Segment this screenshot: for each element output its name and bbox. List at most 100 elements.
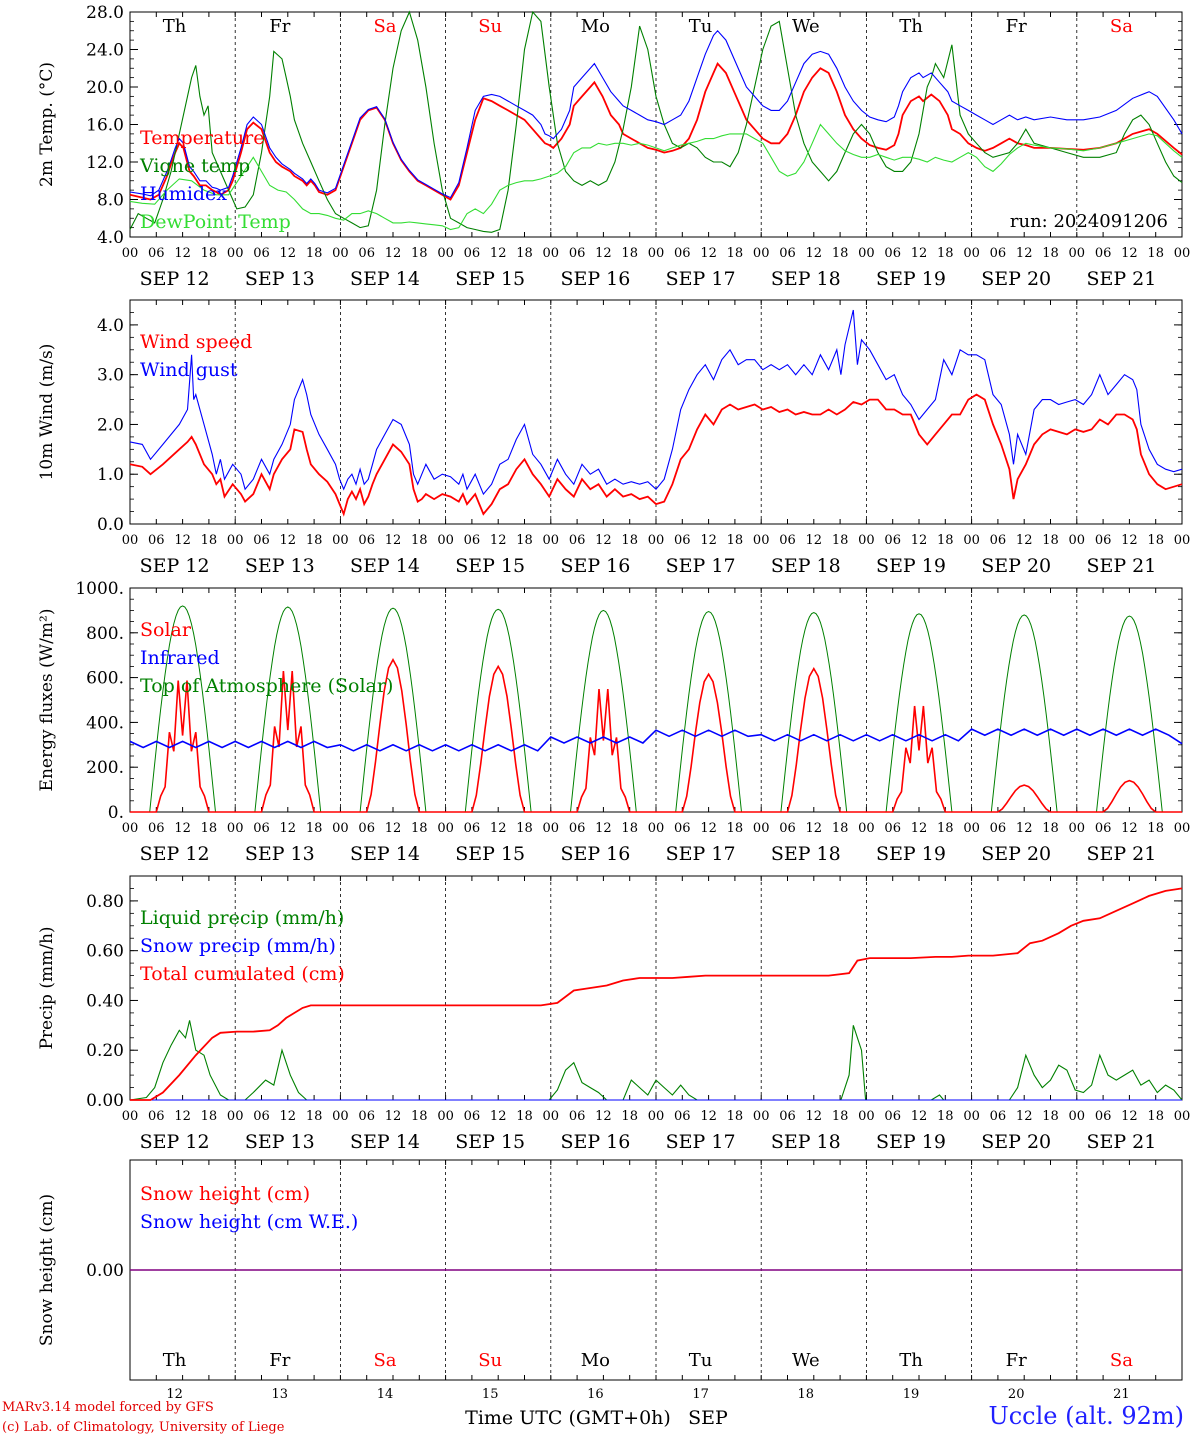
hour-tick-label: 12 — [1016, 1109, 1033, 1124]
hour-tick-label: 18 — [937, 246, 954, 261]
hour-tick-label: 18 — [201, 821, 218, 836]
date-label: SEP 20 — [981, 268, 1051, 290]
hour-tick-label: 18 — [621, 533, 638, 548]
hour-tick-label: 18 — [201, 1109, 218, 1124]
legend-entry: Solar — [140, 619, 192, 641]
hour-tick-label: 12 — [595, 1109, 612, 1124]
day-number-label: 18 — [798, 1387, 815, 1402]
series-temperature — [129, 61, 1183, 201]
date-label: SEP 19 — [876, 1131, 946, 1153]
hour-tick-label: 06 — [990, 821, 1007, 836]
y-tick-label: 20.0 — [86, 78, 124, 98]
hour-tick-label: 18 — [306, 1109, 323, 1124]
hour-tick-label: 00 — [1069, 821, 1086, 836]
hour-tick-label: 06 — [464, 533, 481, 548]
series-humidex — [129, 29, 1183, 199]
date-label: SEP 18 — [771, 555, 841, 577]
series-liquid-precip-mm-h- — [129, 1020, 1183, 1101]
date-label: SEP 18 — [771, 268, 841, 290]
date-label: SEP 12 — [140, 843, 210, 865]
panel-temperature: 4.0 8.0 12.0 16.0 20.0 24.0 28.0 2m Temp. (°C) 0… — [37, 3, 1190, 290]
hour-tick-label: 06 — [358, 246, 375, 261]
series-dewpoint-temp — [129, 123, 1183, 231]
legend-entry: Top of Atmosphere (Solar) — [140, 675, 393, 697]
date-label: SEP 21 — [1086, 1131, 1156, 1153]
y-tick-label: 600. — [86, 669, 124, 689]
series-vigne-temp — [129, 10, 1183, 233]
credit-model: MARv3.14 model forced by GFS — [2, 1400, 214, 1415]
hour-tick-label: 00 — [1174, 533, 1191, 548]
hour-tick-label: 12 — [1121, 246, 1138, 261]
hour-tick-label: 12 — [700, 246, 717, 261]
y-tick-label: 0.00 — [86, 1261, 124, 1281]
hour-tick-label: 06 — [569, 1109, 586, 1124]
y-tick-label: 2.0 — [97, 415, 124, 435]
hour-tick-label: 18 — [621, 1109, 638, 1124]
day-label: Tu — [689, 16, 713, 37]
hour-tick-label: 06 — [253, 533, 270, 548]
hour-tick-label: 12 — [174, 246, 191, 261]
legend-entry: Snow height (cm) — [140, 1183, 310, 1205]
hour-tick-label: 00 — [543, 821, 560, 836]
hour-tick-label: 00 — [227, 246, 244, 261]
hour-tick-label: 06 — [779, 533, 796, 548]
hour-tick-label: 00 — [1174, 821, 1191, 836]
y-tick-label: 0.80 — [86, 892, 124, 912]
hour-tick-label: 18 — [516, 533, 533, 548]
day-label: Sa — [1110, 16, 1133, 37]
panel-frame — [129, 11, 1183, 238]
legend-entry: Wind speed — [140, 331, 252, 353]
hour-tick-label: 12 — [385, 533, 402, 548]
date-label: SEP 15 — [455, 268, 525, 290]
day-number-label: 17 — [692, 1387, 709, 1402]
hour-tick-label: 18 — [1042, 1109, 1059, 1124]
hour-tick-label: 06 — [464, 246, 481, 261]
hour-tick-label: 06 — [1095, 821, 1112, 836]
credit-lab: (c) Lab. of Climatology, University of L… — [2, 1420, 285, 1435]
day-label: Sa — [373, 16, 396, 37]
hour-tick-label: 00 — [858, 1109, 875, 1124]
hour-tick-label: 06 — [1095, 1109, 1112, 1124]
hour-tick-label: 00 — [122, 533, 139, 548]
date-label: SEP 13 — [245, 1131, 315, 1153]
hour-tick-label: 00 — [227, 1109, 244, 1124]
hour-tick-label: 12 — [700, 533, 717, 548]
hour-tick-label: 00 — [437, 533, 454, 548]
day-label: Mo — [581, 1350, 610, 1371]
panel-snow: 0.00 Snow height (cm) Th Fr Sa Su Mo Tu We Th Fr Sa… — [37, 1159, 1183, 1381]
date-label: SEP 16 — [560, 555, 630, 577]
date-label: SEP 14 — [350, 555, 420, 577]
hour-tick-label: 18 — [306, 533, 323, 548]
hour-tick-label: 18 — [1147, 246, 1164, 261]
hour-tick-label: 00 — [122, 821, 139, 836]
hour-tick-label: 18 — [306, 246, 323, 261]
hour-tick-label: 00 — [227, 533, 244, 548]
date-label: SEP 19 — [876, 843, 946, 865]
hour-tick-label: 00 — [122, 1109, 139, 1124]
hour-tick-label: 12 — [1016, 246, 1033, 261]
date-label: SEP 12 — [140, 268, 210, 290]
hour-tick-label: 18 — [516, 246, 533, 261]
day-label: Fr — [1006, 16, 1027, 37]
hour-tick-label: 12 — [595, 821, 612, 836]
hour-tick-label: 00 — [227, 821, 244, 836]
hour-tick-label: 18 — [1147, 821, 1164, 836]
hour-tick-label: 00 — [963, 246, 980, 261]
hour-tick-label: 06 — [569, 821, 586, 836]
hour-tick-label: 00 — [543, 1109, 560, 1124]
y-axis-label: Snow height (cm) — [37, 1194, 57, 1346]
hour-tick-label: 00 — [963, 533, 980, 548]
hour-tick-label: 00 — [1174, 1109, 1191, 1124]
hour-tick-label: 00 — [122, 246, 139, 261]
day-label: Su — [478, 1350, 502, 1371]
y-tick-label: 1000. — [75, 579, 124, 599]
hour-tick-label: 06 — [990, 1109, 1007, 1124]
date-label: SEP 16 — [560, 843, 630, 865]
date-label: SEP 18 — [771, 843, 841, 865]
date-label: SEP 17 — [666, 843, 736, 865]
date-label: SEP 20 — [981, 555, 1051, 577]
day-label: Fr — [1006, 1350, 1027, 1371]
hour-tick-label: 12 — [806, 1109, 823, 1124]
hour-tick-label: 00 — [858, 821, 875, 836]
